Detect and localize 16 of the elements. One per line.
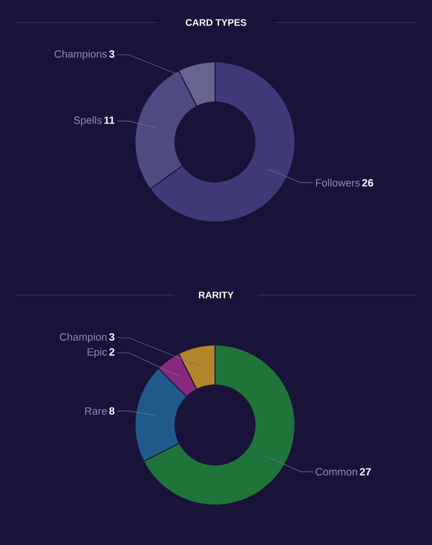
slice-label: Common [316, 468, 358, 476]
slice-label: Rare [85, 407, 107, 415]
chart-title: CARD TYPES [186, 19, 246, 26]
slice-label: Champions [54, 50, 107, 60]
slice-label: Champion [60, 332, 107, 343]
data-label: 2 [109, 348, 114, 356]
slice-label: Followers [316, 178, 360, 187]
slice-label: Epic [88, 348, 107, 358]
data-label: 8 [109, 407, 114, 415]
data-label: 26 [362, 179, 374, 187]
slice-label: Spells [74, 116, 102, 126]
data-label: 3 [109, 50, 114, 58]
data-label: 11 [104, 116, 114, 124]
chart-title: RARITY [198, 292, 234, 298]
data-label: 27 [360, 468, 371, 476]
data-label: 3 [109, 333, 114, 341]
